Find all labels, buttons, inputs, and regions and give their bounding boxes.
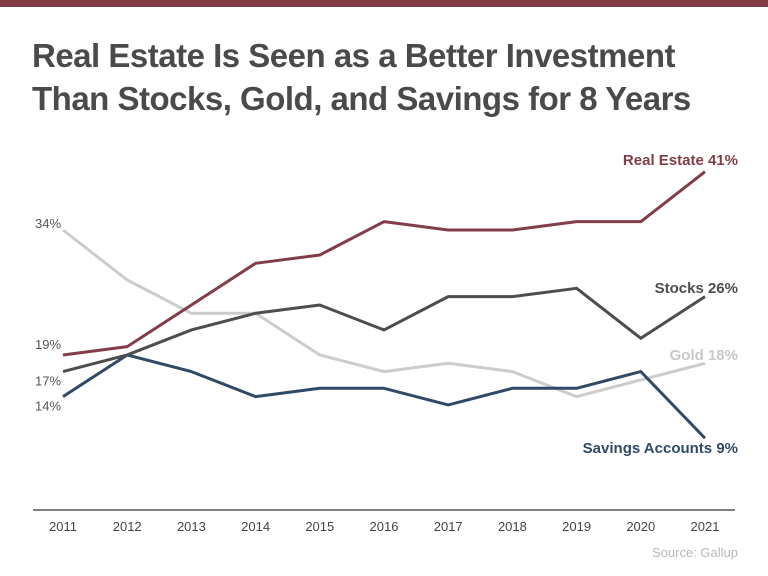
series-line-real-estate	[62, 170, 706, 357]
top-bar	[0, 0, 768, 7]
x-tick-label: 2019	[562, 519, 591, 534]
start-value-label: 14%	[35, 399, 61, 414]
x-tick-label: 2016	[370, 519, 399, 534]
x-tick-label: 2013	[177, 519, 206, 534]
series-line-stocks	[62, 286, 706, 374]
series-line-savings-accounts	[62, 353, 707, 440]
x-tick-label: 2015	[305, 519, 334, 534]
end-series-label: Stocks 26%	[655, 280, 738, 297]
chart-title: Real Estate Is Seen as a Better Investme…	[32, 34, 691, 120]
end-series-label: Gold 18%	[670, 347, 738, 364]
source-note: Source: Gallup	[652, 545, 738, 560]
title-line-2: Than Stocks, Gold, and Savings for 8 Yea…	[32, 80, 691, 117]
x-tick-label: 2011	[49, 519, 77, 534]
x-tick-label: 2020	[626, 519, 655, 534]
x-tick-label: 2014	[241, 519, 270, 534]
start-value-label: 34%	[35, 216, 61, 231]
end-series-label: Real Estate 41%	[623, 152, 738, 169]
series-line-gold	[62, 228, 706, 399]
title-line-1: Real Estate Is Seen as a Better Investme…	[32, 37, 675, 74]
start-value-label: 17%	[35, 374, 61, 389]
x-tick-label: 2012	[113, 519, 142, 534]
end-series-label: Savings Accounts 9%	[583, 440, 738, 457]
x-tick-label: 2018	[498, 519, 527, 534]
start-value-label: 19%	[35, 337, 61, 352]
x-tick-label: 2021	[691, 519, 720, 534]
x-tick-label: 2017	[434, 519, 463, 534]
